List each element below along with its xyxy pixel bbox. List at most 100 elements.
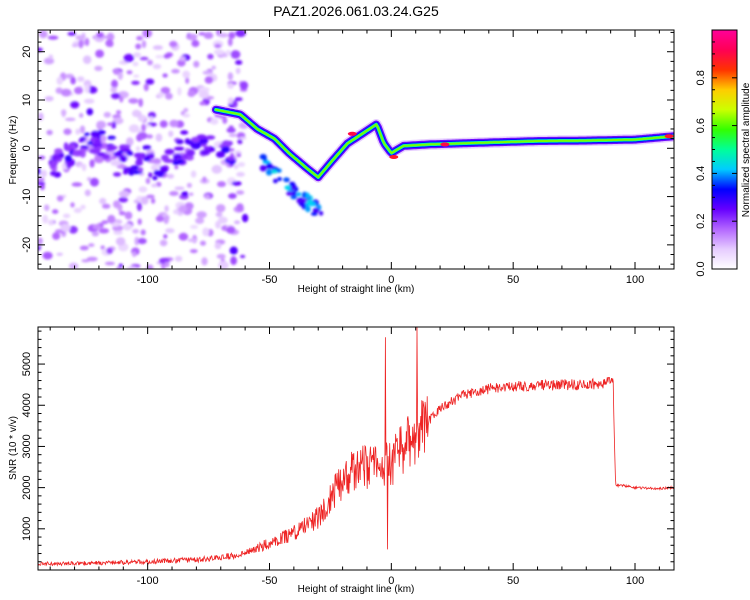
band-blob [138, 167, 144, 172]
noise-blob [110, 222, 120, 227]
noise-blob [38, 112, 44, 121]
noise-blob [133, 74, 140, 78]
noise-blob [162, 73, 168, 78]
hot-spot [389, 155, 399, 159]
x-tick-label: 50 [507, 274, 519, 286]
noise-blob [70, 202, 75, 208]
noise-blob [137, 218, 142, 225]
spectrogram-y-axis-label: Frequency (Hz) [8, 116, 19, 185]
colorbar-tick-label: 0.8 [695, 70, 707, 85]
noise-blob [166, 173, 175, 179]
noise-blob [126, 70, 133, 75]
noise-blob [218, 261, 229, 269]
colorbar-tick-label: 0.2 [695, 214, 707, 229]
noise-blob [100, 245, 105, 250]
noise-blob [233, 164, 239, 170]
noise-blob [187, 238, 198, 243]
branch-blob [284, 177, 289, 182]
noise-blob [182, 70, 191, 79]
noise-blob [118, 211, 126, 216]
spectrogram-background [38, 30, 674, 269]
noise-blob [102, 203, 111, 209]
noise-blob [86, 177, 92, 182]
noise-blob [185, 77, 190, 84]
noise-blob [180, 130, 189, 135]
noise-blob [91, 231, 99, 237]
noise-blob [84, 84, 90, 94]
noise-blob [148, 172, 153, 178]
noise-blob [107, 214, 116, 224]
noise-blob [198, 90, 210, 99]
noise-blob [193, 60, 200, 68]
noise-blob [204, 194, 211, 199]
x-tick-label: 0 [388, 274, 394, 286]
noise-blob [68, 262, 79, 269]
spectrogram-heatmap [38, 30, 674, 269]
noise-blob [63, 128, 72, 135]
snr-x-ticks: -100 -50 0 50 100 [49, 327, 660, 587]
noise-blob [227, 72, 234, 81]
noise-blob [126, 137, 134, 146]
noise-blob [203, 32, 214, 39]
noise-blob [177, 87, 182, 96]
noise-blob [70, 76, 76, 85]
spectrogram-x-axis-label: Height of straight line (km) [298, 284, 415, 295]
noise-blob [79, 125, 86, 134]
branch-blob [306, 199, 313, 205]
spectrogram-frame [37, 29, 675, 270]
snr-background [38, 327, 674, 570]
noise-blob [68, 225, 78, 234]
noise-blob [132, 61, 139, 67]
noise-blob [215, 211, 223, 218]
band-blob [149, 152, 155, 160]
noise-blob [147, 59, 153, 66]
band-blob [107, 145, 117, 151]
noise-blob [86, 108, 94, 116]
colorbar-gradient [712, 30, 737, 269]
noise-blob [38, 47, 43, 52]
noise-blob [191, 39, 200, 48]
noise-blob [60, 223, 71, 232]
band-blob [50, 171, 57, 176]
noise-blob [211, 164, 223, 174]
noise-blob [118, 263, 123, 268]
noise-blob [105, 39, 114, 47]
band-blob [156, 171, 165, 178]
band-blob [126, 150, 134, 156]
band-blob [119, 144, 125, 151]
noise-blob [46, 129, 53, 136]
noise-blob [116, 110, 122, 115]
noise-blob [174, 186, 185, 191]
noise-blob [77, 76, 85, 82]
noise-blob [89, 159, 95, 168]
noise-blob [75, 35, 85, 40]
noise-blob [113, 200, 120, 209]
noise-blob [48, 54, 53, 60]
noise-blob [126, 266, 137, 269]
noise-blob [207, 53, 214, 60]
band-blob [200, 149, 211, 156]
snr-y-axis-label: SNR (10 * v/v) [8, 416, 19, 480]
noise-blob [163, 54, 171, 59]
noise-blob [111, 92, 121, 100]
noise-blob [88, 86, 98, 94]
hot-spot [347, 131, 357, 136]
noise-blob [178, 205, 187, 213]
noise-blob [179, 56, 186, 62]
band-blob [64, 155, 72, 162]
noise-blob [39, 30, 48, 39]
noise-blob [200, 240, 206, 246]
noise-blob [135, 43, 142, 50]
noise-blob [225, 49, 232, 56]
noise-blob [169, 119, 179, 128]
noise-blob [227, 83, 235, 89]
noise-blob [42, 214, 49, 224]
noise-blob [111, 79, 118, 89]
noise-blob [152, 63, 162, 70]
noise-blob [131, 80, 140, 86]
snr-y-ticks: 1000 2000 3000 4000 5000 [21, 330, 674, 563]
band-blob [164, 148, 175, 155]
noise-blob [52, 209, 59, 214]
